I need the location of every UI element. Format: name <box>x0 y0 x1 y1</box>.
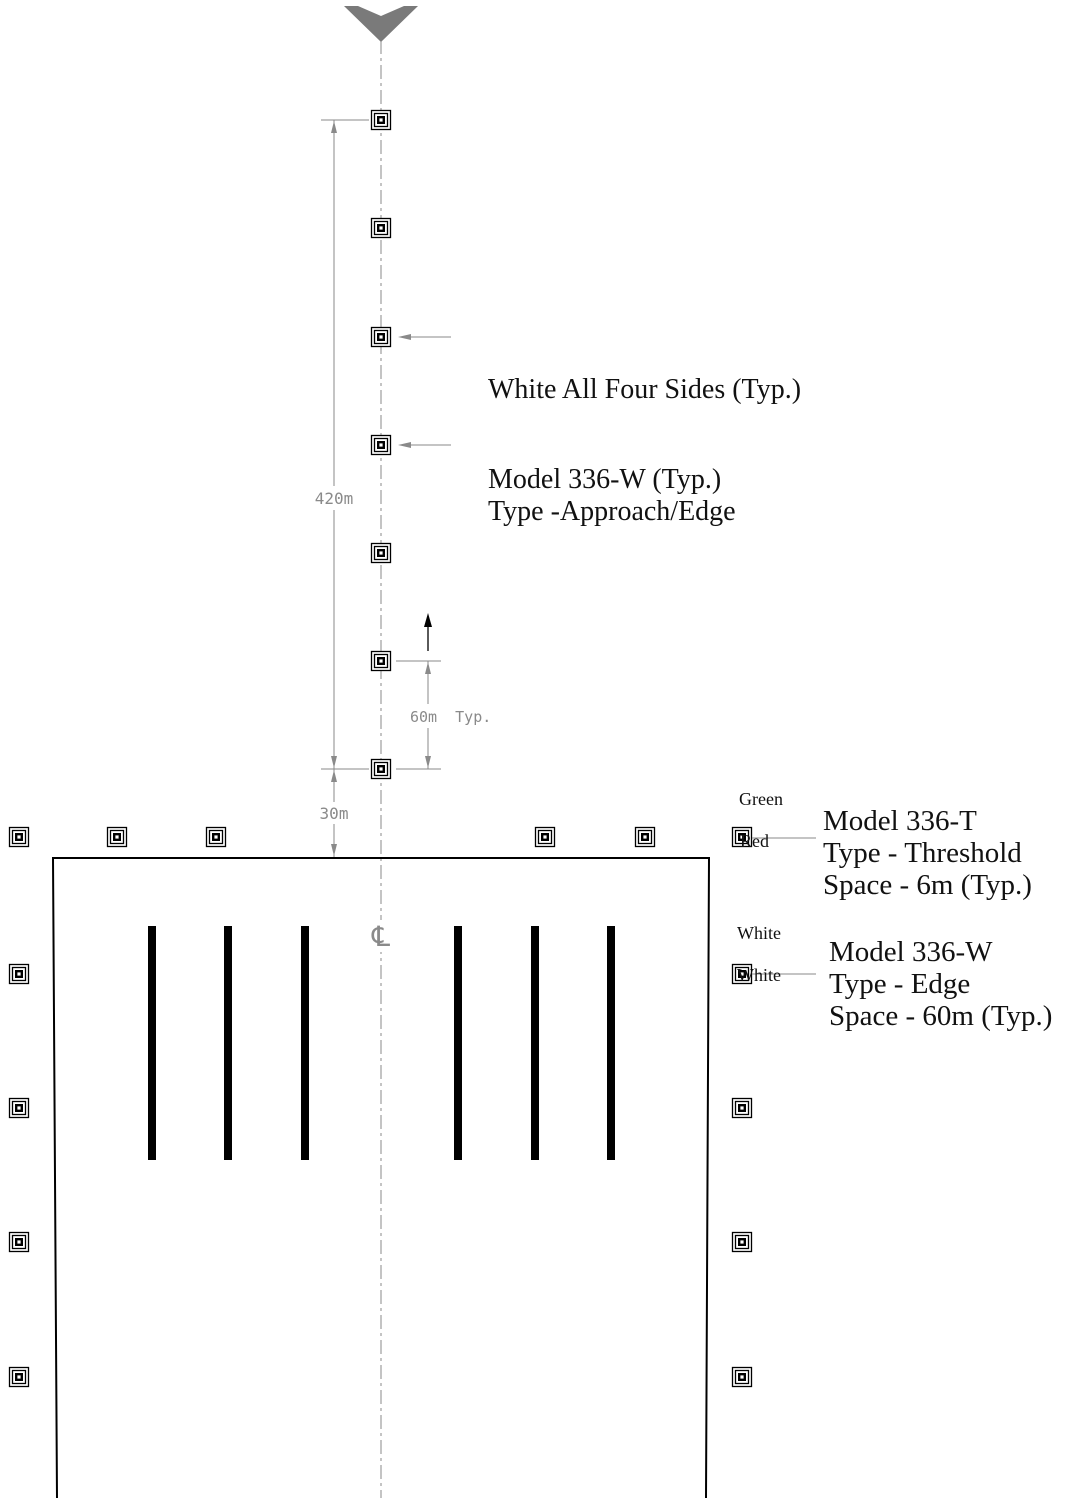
threshold-light-icon <box>8 826 30 848</box>
dim-420-label-bg <box>300 486 366 510</box>
dim-60-label-bg <box>408 704 504 728</box>
threshold-bar <box>607 926 615 1160</box>
dim-60-label: 60m Typ. <box>410 708 491 726</box>
chevron-down-icon <box>344 6 418 42</box>
dim-420-arrow-top <box>331 121 337 133</box>
threshold-model-label: Model 336-T <box>823 805 977 837</box>
edge-light-icon <box>731 1231 753 1253</box>
edge-color-top: White <box>737 923 781 943</box>
runway-outline <box>51 857 711 1498</box>
threshold-light-icon <box>106 826 128 848</box>
approach-light-icon <box>370 434 392 456</box>
threshold-space-label: Space - 6m (Typ.) <box>823 869 1032 901</box>
dim-60-arrow-bottom <box>425 756 431 768</box>
edge-light-icon <box>8 963 30 985</box>
approach-type-label: Type -Approach/Edge <box>488 496 736 527</box>
edge-color-bottom: White <box>737 965 781 985</box>
threshold-color-top: Green <box>739 789 783 809</box>
approach-light-icon <box>370 542 392 564</box>
centerline-symbol-bg <box>368 920 394 952</box>
edge-light-icon <box>8 1366 30 1388</box>
approach-light-icon <box>370 109 392 131</box>
edge-model-label: Model 336-W <box>829 936 993 968</box>
dim-420-label: 420m <box>315 489 354 508</box>
threshold-bar <box>148 926 156 1160</box>
edge-type-label: Type - Edge <box>829 968 970 1000</box>
arrow-up-icon <box>424 613 432 627</box>
dim-420-arrow-bottom <box>331 756 337 768</box>
dim-60-arrow-top <box>425 662 431 674</box>
threshold-bar <box>454 926 462 1160</box>
edge-light-icon <box>731 1366 753 1388</box>
threshold-bar <box>301 926 309 1160</box>
threshold-light-icon <box>534 826 556 848</box>
approach-light-icon <box>370 217 392 239</box>
threshold-light-icon <box>205 826 227 848</box>
edge-light-icon <box>8 1097 30 1119</box>
chevron-notch <box>358 6 404 16</box>
dim-30-arrow-top <box>331 770 337 782</box>
approach-sides-callout: White All Four Sides (Typ.) <box>488 374 801 405</box>
approach-light-icon <box>370 326 392 348</box>
edge-space-label: Space - 60m (Typ.) <box>829 1000 1052 1032</box>
approach-light-icon <box>370 758 392 780</box>
threshold-color-bottom: Red <box>740 831 769 851</box>
threshold-light-icon <box>634 826 656 848</box>
approach-model-label: Model 336-W (Typ.) <box>488 464 721 495</box>
dim-30-arrow-bottom <box>331 844 337 856</box>
leader-approach-model-arrow <box>398 442 411 448</box>
dim-30-label: 30m <box>320 804 349 823</box>
edge-light-icon <box>731 1097 753 1119</box>
edge-light-icon <box>8 1231 30 1253</box>
approach-light-icon <box>370 650 392 672</box>
dim-30-label-bg <box>308 802 358 824</box>
leader-approach-sides-arrow <box>398 334 411 340</box>
threshold-type-label: Type - Threshold <box>823 837 1022 869</box>
threshold-bar <box>531 926 539 1160</box>
threshold-bar <box>224 926 232 1160</box>
centerline-symbol-icon: ℄ <box>371 920 390 953</box>
